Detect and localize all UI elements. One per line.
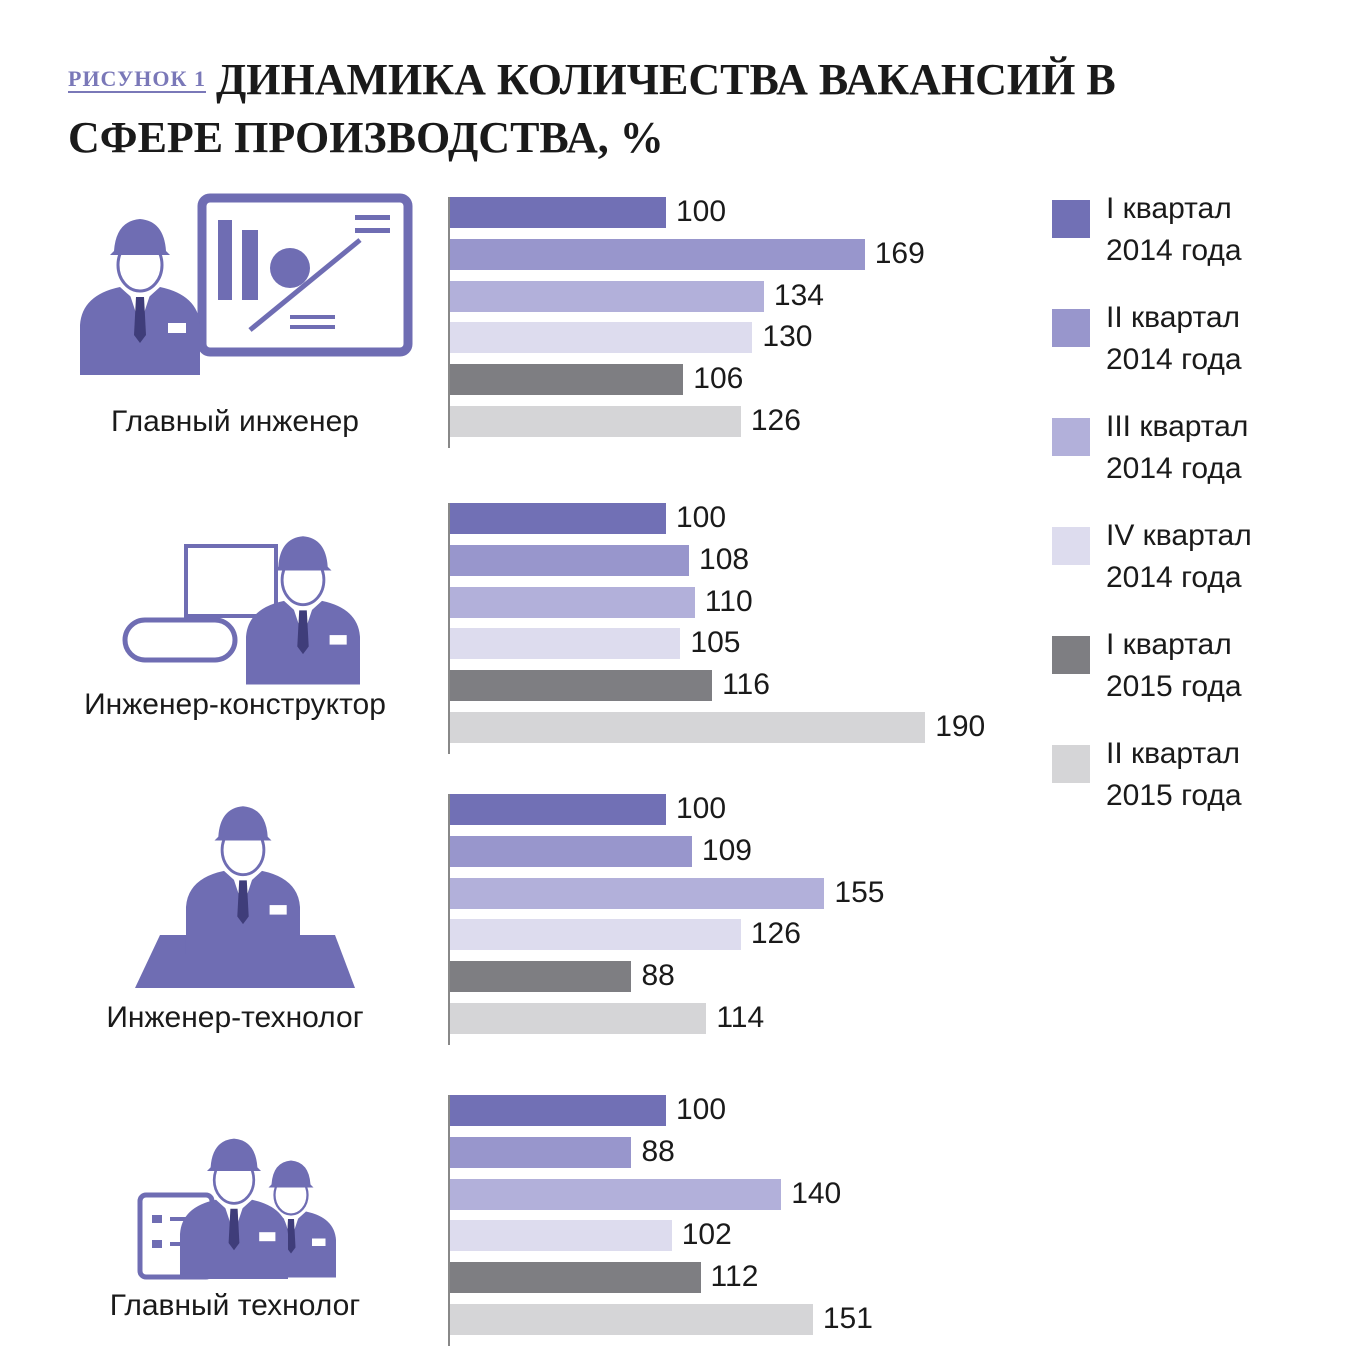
bar (450, 835, 692, 867)
bar (450, 280, 764, 312)
bar (450, 1003, 707, 1034)
axis-line (448, 503, 450, 754)
bar (450, 238, 865, 270)
bar (450, 322, 753, 354)
bar (450, 712, 926, 743)
bar (450, 1304, 813, 1335)
bar (450, 670, 713, 702)
axis-line (448, 197, 450, 448)
value-label: 100 (676, 792, 727, 825)
legend-label: I квартал 2015 года (1106, 628, 1242, 703)
value-label: 126 (750, 917, 801, 951)
title-block: РИСУНОК 1 ДИНАМИКА КОЛИЧЕСТВА ВАКАНСИЙ В … (68, 50, 1188, 167)
bar (450, 406, 741, 437)
value-label: 151 (822, 1302, 873, 1335)
value-label: 190 (935, 710, 986, 743)
value-label: 100 (676, 1093, 727, 1126)
value-label: 106 (693, 362, 744, 396)
value-label: 169 (874, 236, 925, 270)
bar (450, 628, 681, 660)
bar (450, 1220, 672, 1252)
value-label: 112 (710, 1260, 759, 1294)
value-label: 102 (681, 1218, 732, 1252)
category-label: Инженер-конструктор (84, 688, 386, 721)
value-label: 88 (641, 1134, 675, 1168)
value-label: 108 (699, 542, 750, 576)
legend-label: I квартал 2014 года (1106, 192, 1242, 267)
legend-swatch (1052, 418, 1090, 456)
bar (450, 197, 666, 228)
value-label: 88 (641, 959, 675, 993)
legend-swatch (1052, 527, 1090, 565)
value-label: 140 (791, 1176, 842, 1210)
bar (450, 503, 666, 534)
value-label: 110 (704, 584, 753, 618)
bar (450, 544, 690, 576)
figure-label: РИСУНОК 1 (68, 66, 206, 93)
legend-swatch (1052, 636, 1090, 674)
chart-title: ДИНАМИКА КОЛИЧЕСТВА ВАКАНСИЙ В СФЕРЕ ПРО… (68, 55, 1116, 162)
legend-label: II квартал 2015 года (1106, 737, 1242, 812)
value-label: 109 (701, 833, 752, 867)
legend-swatch (1052, 200, 1090, 238)
bar (450, 1262, 701, 1294)
value-label: 155 (834, 875, 885, 909)
value-label: 134 (773, 278, 824, 312)
bar (450, 794, 666, 825)
bar (450, 1178, 782, 1210)
value-label: 116 (722, 668, 770, 702)
legend-label: IV квартал 2014 года (1106, 519, 1252, 594)
axis-line (448, 794, 450, 1045)
value-label: 126 (750, 404, 801, 437)
bar (450, 586, 695, 618)
legend-label: II квартал 2014 года (1106, 301, 1242, 376)
bar (450, 1095, 666, 1126)
legend-label: III квартал 2014 года (1106, 410, 1249, 485)
category-label: Главный инженер (111, 405, 359, 438)
bar (450, 919, 741, 951)
value-label: 105 (690, 626, 741, 660)
value-label: 100 (676, 195, 727, 228)
bar (450, 364, 684, 396)
value-label: 130 (762, 320, 813, 354)
value-label: 100 (676, 501, 727, 534)
axis-line (448, 1095, 450, 1346)
value-label: 114 (716, 1001, 765, 1034)
legend-swatch (1052, 309, 1090, 347)
bar (450, 1136, 632, 1168)
legend-swatch (1052, 745, 1090, 783)
category-label: Главный технолог (109, 1289, 361, 1322)
bar (450, 961, 632, 993)
category-label: Инженер-технолог (106, 1001, 364, 1034)
bar (450, 877, 825, 909)
icons (78, 193, 413, 1281)
